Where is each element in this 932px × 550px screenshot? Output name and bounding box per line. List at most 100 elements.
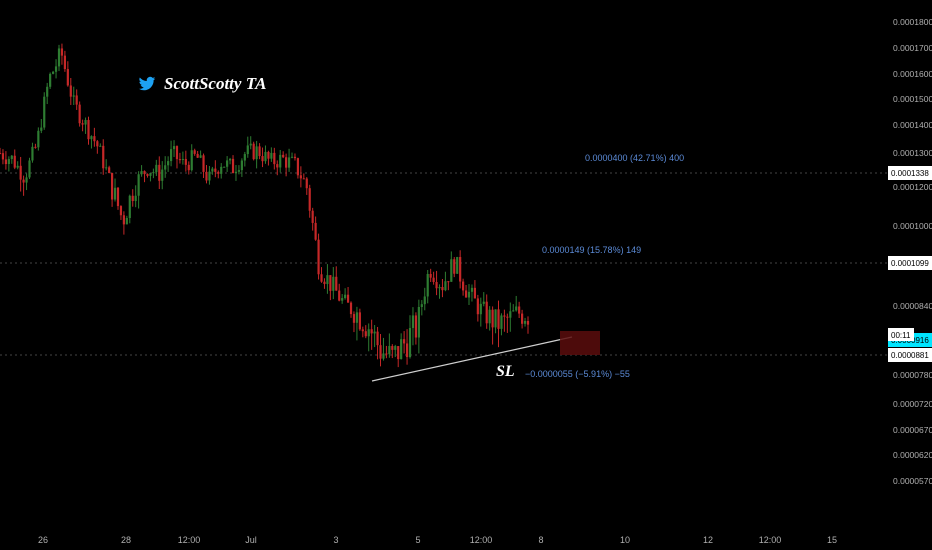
candle <box>69 77 72 105</box>
candle <box>397 346 400 368</box>
x-tick-label: 12 <box>703 535 713 545</box>
candle <box>464 284 468 298</box>
y-tick-label: 0.0001000 <box>893 221 932 231</box>
candle <box>450 251 453 282</box>
candle <box>37 127 40 151</box>
candle <box>341 294 344 304</box>
candle <box>228 157 232 165</box>
candle <box>128 194 131 224</box>
candle <box>311 207 314 231</box>
candle <box>473 280 477 299</box>
candle <box>497 300 500 348</box>
fib-149-label: 0.0000149 (15.78%) 149 <box>542 245 641 255</box>
candle <box>4 151 7 170</box>
y-tick-label: 0.0001200 <box>893 182 932 192</box>
candle <box>476 294 479 322</box>
x-tick-label: 26 <box>38 535 48 545</box>
candle <box>84 117 87 134</box>
candle <box>491 306 494 345</box>
candle <box>178 152 182 164</box>
candle <box>22 175 25 196</box>
candle <box>335 266 338 291</box>
fib-neg55-label: −0.0000055 (−5.91%) −55 <box>525 369 630 379</box>
time-axis: 26 28 12:00 Jul 3 5 12:00 8 10 12 12:00 15 <box>38 535 837 545</box>
y-tick-label: 0.0001500 <box>893 94 932 104</box>
candle <box>57 44 61 72</box>
candle <box>279 149 282 173</box>
candle <box>1 149 5 165</box>
candle <box>358 308 361 331</box>
overlays: 0.0000400 (42.71%) 400 0.0000149 (15.78%… <box>371 153 684 382</box>
candle <box>344 288 347 300</box>
candle <box>503 309 506 332</box>
candle <box>119 205 123 220</box>
candle <box>196 150 199 158</box>
candle <box>54 59 58 79</box>
y-tick-label: 0.0000620 <box>893 450 932 460</box>
y-tick-label: 0.0001600 <box>893 69 932 79</box>
candle <box>323 278 326 289</box>
candle <box>361 326 364 338</box>
candle <box>108 165 111 174</box>
y-tick-label: 0.0000840 <box>893 301 932 311</box>
trendline <box>371 336 573 382</box>
candle <box>370 319 373 350</box>
candle <box>526 316 530 334</box>
candle <box>500 313 503 336</box>
candle <box>149 172 152 182</box>
candle <box>438 284 441 299</box>
candle <box>234 165 238 181</box>
candle <box>408 315 412 359</box>
candle <box>290 152 294 159</box>
svg-text:00:11: 00:11 <box>891 331 911 340</box>
candle <box>441 278 444 298</box>
candle <box>205 165 208 184</box>
candle <box>296 157 300 179</box>
candle <box>31 142 34 163</box>
candle <box>308 184 311 218</box>
candle <box>338 283 341 302</box>
candle <box>217 170 220 179</box>
candle <box>140 165 143 177</box>
candle <box>515 295 518 312</box>
candle <box>400 333 403 360</box>
price-axis: 0.0001800 0.0001700 0.0001600 0.0001500 0.00… <box>893 17 932 486</box>
candle <box>249 136 252 150</box>
candle <box>134 185 137 208</box>
price-badges: 0.0001338 0.0001099 0.0000881 0.000091600:1… <box>888 166 932 362</box>
candle <box>470 284 474 302</box>
candle <box>34 143 37 149</box>
candle <box>456 256 459 275</box>
candle <box>181 151 184 165</box>
candle <box>252 141 255 161</box>
y-tick-label: 0.0001300 <box>893 148 932 158</box>
candle <box>243 151 246 167</box>
price-lines <box>0 172 888 356</box>
y-tick-label: 0.0000780 <box>893 370 932 380</box>
candle <box>66 61 69 87</box>
candle <box>432 271 435 285</box>
candle <box>509 302 512 332</box>
candle <box>208 166 211 185</box>
candle <box>87 116 90 145</box>
candle <box>302 173 305 180</box>
candles <box>0 43 530 368</box>
candle <box>385 345 388 359</box>
candle <box>459 250 462 289</box>
candle <box>231 155 235 174</box>
candle <box>169 140 173 167</box>
candle <box>255 140 258 169</box>
twitter-bird-icon <box>138 76 156 91</box>
candle <box>81 119 84 132</box>
candle <box>40 118 43 134</box>
y-tick-label: 0.0000720 <box>893 399 932 409</box>
candle <box>447 281 450 291</box>
candle <box>482 292 485 307</box>
candle <box>43 92 46 130</box>
candle <box>512 304 515 312</box>
price-line-badge: 0.0001338 <box>888 166 932 180</box>
candle <box>494 309 497 334</box>
candle <box>462 278 465 296</box>
candle <box>223 166 226 168</box>
